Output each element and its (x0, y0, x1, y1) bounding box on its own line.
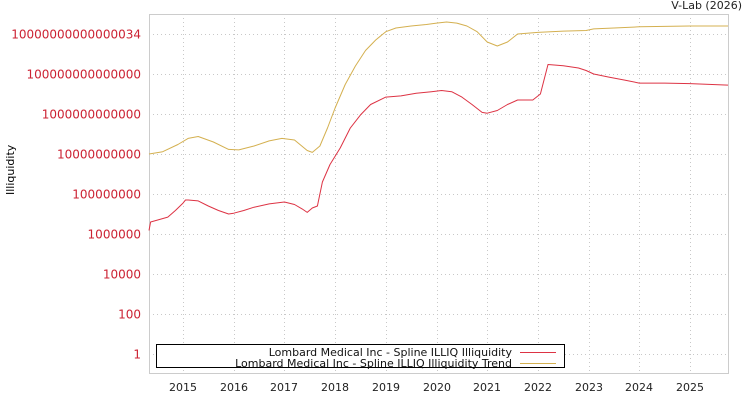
y-tick-label: 1 (133, 348, 141, 362)
legend-item-trend[interactable]: Lombard Medical Inc - Spline ILLIQ Illiq… (235, 356, 556, 370)
y-axis-ticks: 10000000000000034 100000000000000 10000000… (11, 28, 141, 362)
x-tick-label: 2016 (220, 381, 248, 394)
chart-credit: V-Lab (2026) (671, 0, 742, 12)
illiquidity-line (148, 64, 729, 231)
chart-legend: Lombard Medical Inc - Spline ILLIQ Illiq… (156, 344, 565, 370)
grid-lines (149, 14, 728, 373)
x-axis-ticks: 2015 2016 2017 2018 2019 2020 2021 2022 2023 2024… (169, 381, 704, 394)
x-tick-label: 2023 (575, 381, 603, 394)
x-tick-label: 2017 (270, 381, 298, 394)
y-tick-label: 1000000000000 (42, 108, 141, 122)
legend-swatch-icon (520, 351, 556, 353)
plot-frame (149, 14, 729, 374)
y-tick-label: 100000000 (72, 188, 141, 202)
x-tick-label: 2015 (169, 381, 197, 394)
legend-item-illiquidity[interactable]: Lombard Medical Inc - Spline ILLIQ Illiq… (268, 345, 556, 359)
x-tick-label: 2019 (372, 381, 400, 394)
y-tick-label: 100000000000000 (26, 68, 141, 82)
x-tick-label: 2018 (321, 381, 349, 394)
x-tick-label: 2021 (473, 381, 501, 394)
y-tick-label: 10000000000 (57, 148, 141, 162)
y-tick-label: 10000000000000034 (11, 28, 141, 42)
series-lines (148, 21, 729, 231)
legend-label: Lombard Medical Inc - Spline ILLIQ Illiq… (235, 356, 512, 370)
y-tick-label: 1000000 (88, 228, 141, 242)
x-tick-label: 2025 (676, 381, 704, 394)
x-tick-label: 2022 (524, 381, 552, 394)
x-tick-label: 2020 (423, 381, 451, 394)
y-tick-label: 100 (118, 308, 141, 322)
x-tick-label: 2024 (625, 381, 653, 394)
y-axis-label: Illiquidity (4, 144, 17, 195)
legend-swatch-icon (520, 362, 556, 364)
illiquidity-trend-line (148, 21, 728, 155)
legend-label: Lombard Medical Inc - Spline ILLIQ Illiq… (268, 345, 512, 359)
y-tick-label: 10000 (103, 268, 141, 282)
